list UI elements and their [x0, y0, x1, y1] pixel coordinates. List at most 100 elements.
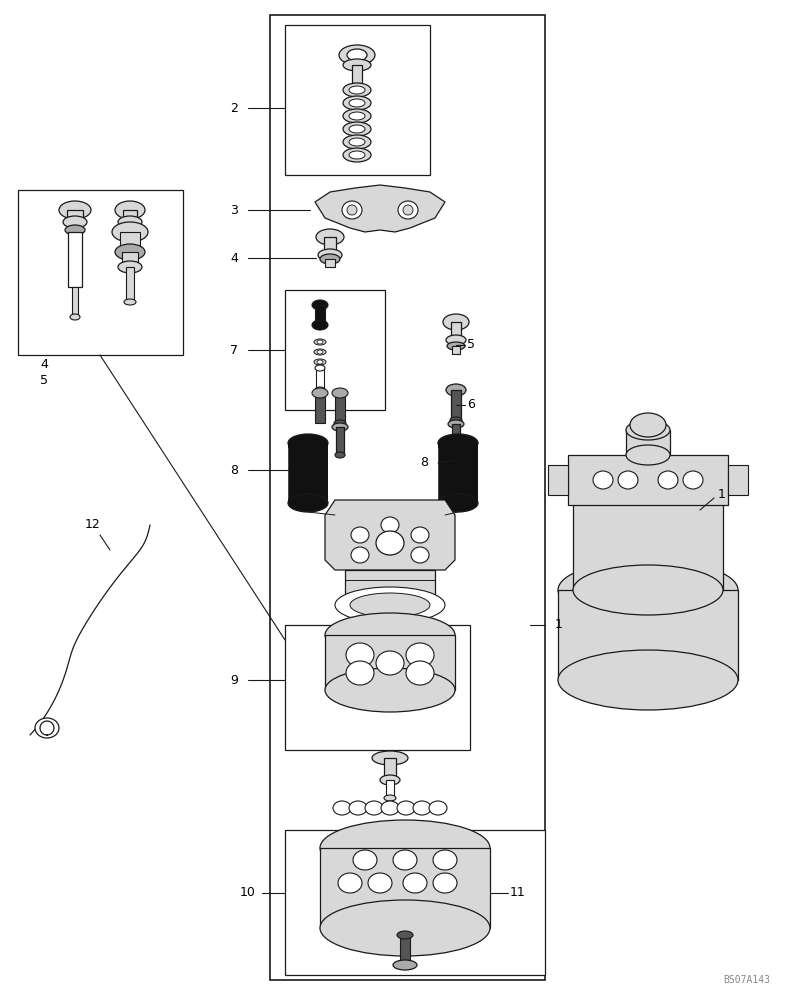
- Ellipse shape: [397, 801, 415, 815]
- Ellipse shape: [118, 216, 142, 228]
- Polygon shape: [315, 185, 445, 232]
- Bar: [384, 758, 396, 780]
- Bar: [386, 780, 394, 798]
- Ellipse shape: [320, 900, 490, 956]
- Ellipse shape: [351, 547, 369, 563]
- Ellipse shape: [335, 452, 345, 458]
- Ellipse shape: [413, 801, 431, 815]
- Bar: [126, 267, 134, 302]
- Ellipse shape: [353, 850, 377, 870]
- Ellipse shape: [558, 650, 738, 710]
- Ellipse shape: [316, 229, 344, 245]
- Ellipse shape: [411, 547, 429, 563]
- Ellipse shape: [339, 45, 375, 65]
- Bar: [285, 625, 470, 750]
- Ellipse shape: [630, 413, 666, 437]
- Bar: [335, 393, 345, 423]
- Ellipse shape: [381, 801, 399, 815]
- Bar: [452, 424, 460, 452]
- Text: 8: 8: [420, 456, 428, 470]
- Bar: [558, 590, 738, 680]
- Bar: [324, 237, 336, 253]
- Ellipse shape: [345, 593, 435, 617]
- Ellipse shape: [314, 359, 326, 365]
- Text: 10: 10: [240, 886, 256, 900]
- Ellipse shape: [433, 850, 457, 870]
- Ellipse shape: [451, 449, 461, 455]
- Ellipse shape: [403, 873, 427, 893]
- Ellipse shape: [349, 112, 365, 120]
- Ellipse shape: [118, 261, 142, 273]
- Text: 1: 1: [718, 488, 726, 502]
- Ellipse shape: [115, 244, 145, 260]
- Ellipse shape: [658, 471, 678, 489]
- Ellipse shape: [65, 225, 85, 235]
- Ellipse shape: [325, 613, 455, 657]
- Ellipse shape: [349, 86, 365, 94]
- Ellipse shape: [59, 201, 91, 219]
- Bar: [288, 443, 328, 503]
- Ellipse shape: [376, 531, 404, 555]
- Bar: [558, 590, 738, 680]
- Ellipse shape: [346, 661, 374, 685]
- Bar: [320, 848, 490, 928]
- Ellipse shape: [314, 339, 326, 345]
- Bar: [626, 430, 670, 455]
- Ellipse shape: [443, 314, 469, 330]
- Bar: [451, 322, 461, 337]
- Bar: [325, 259, 335, 267]
- Ellipse shape: [626, 420, 670, 440]
- Ellipse shape: [446, 384, 466, 396]
- Ellipse shape: [406, 643, 434, 667]
- Ellipse shape: [448, 420, 464, 428]
- Ellipse shape: [343, 135, 371, 149]
- Bar: [315, 393, 325, 423]
- Ellipse shape: [342, 201, 362, 219]
- Bar: [120, 232, 140, 252]
- Ellipse shape: [558, 560, 738, 620]
- Ellipse shape: [314, 349, 326, 355]
- Ellipse shape: [349, 151, 365, 159]
- Bar: [400, 935, 410, 965]
- Ellipse shape: [312, 300, 328, 310]
- Bar: [67, 210, 83, 222]
- Bar: [285, 25, 430, 175]
- Ellipse shape: [398, 201, 418, 219]
- Ellipse shape: [438, 494, 478, 512]
- Ellipse shape: [312, 388, 328, 398]
- Ellipse shape: [438, 434, 478, 452]
- Ellipse shape: [343, 148, 371, 162]
- Ellipse shape: [349, 125, 365, 133]
- Ellipse shape: [406, 661, 434, 685]
- Ellipse shape: [381, 517, 399, 533]
- Ellipse shape: [115, 201, 145, 219]
- Ellipse shape: [384, 795, 396, 801]
- Ellipse shape: [318, 249, 342, 261]
- Ellipse shape: [446, 335, 466, 345]
- Text: 5: 5: [467, 338, 475, 352]
- Ellipse shape: [343, 96, 371, 110]
- Bar: [122, 252, 138, 267]
- Bar: [123, 210, 137, 222]
- Text: 2: 2: [230, 102, 238, 114]
- Bar: [285, 830, 545, 975]
- Ellipse shape: [332, 423, 348, 431]
- Ellipse shape: [317, 350, 323, 354]
- Ellipse shape: [368, 873, 392, 893]
- Ellipse shape: [683, 471, 703, 489]
- Ellipse shape: [320, 254, 340, 264]
- Ellipse shape: [333, 801, 351, 815]
- Ellipse shape: [63, 216, 87, 228]
- Ellipse shape: [335, 587, 445, 623]
- Bar: [438, 443, 478, 503]
- Bar: [345, 570, 435, 605]
- Ellipse shape: [372, 751, 408, 765]
- Ellipse shape: [315, 365, 325, 371]
- Text: 8: 8: [230, 464, 238, 477]
- Ellipse shape: [376, 651, 404, 675]
- Ellipse shape: [124, 299, 136, 305]
- Ellipse shape: [317, 360, 323, 364]
- Ellipse shape: [346, 643, 374, 667]
- Ellipse shape: [288, 434, 328, 452]
- Polygon shape: [325, 500, 455, 570]
